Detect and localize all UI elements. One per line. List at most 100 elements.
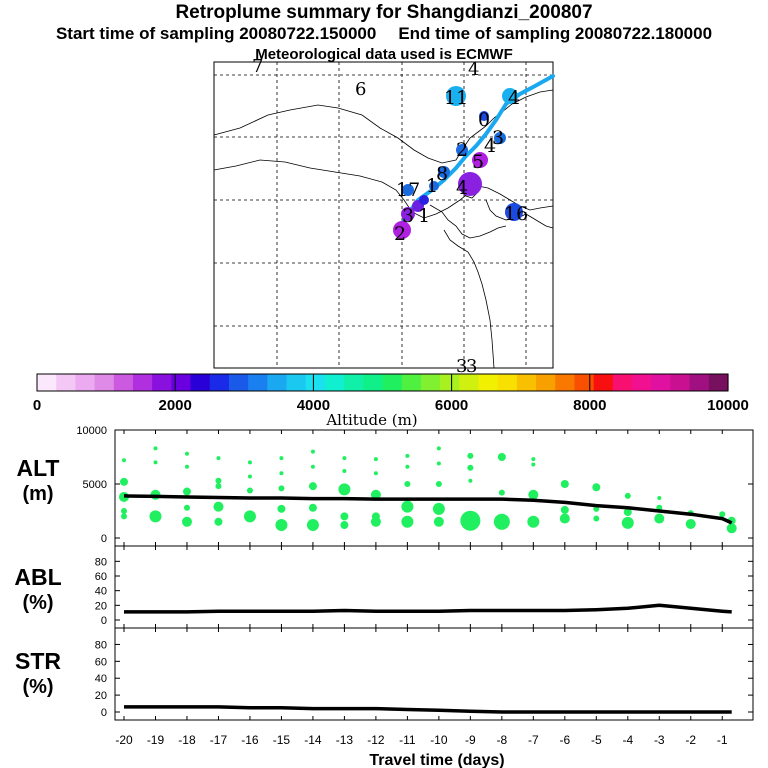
trajectory-marker bbox=[494, 132, 506, 144]
altitude-point bbox=[621, 516, 634, 529]
altitude-point bbox=[184, 464, 189, 469]
altitude-point bbox=[623, 508, 632, 517]
colorbar-cell bbox=[478, 374, 499, 391]
altitude-point bbox=[528, 489, 539, 500]
map-day-label: 2 bbox=[394, 223, 406, 245]
panel-frame bbox=[114, 545, 754, 629]
altitude-point bbox=[559, 513, 570, 524]
trajectory-markers bbox=[393, 86, 523, 239]
map-day-label: 3 bbox=[402, 205, 414, 227]
colorbar-cell bbox=[516, 374, 537, 391]
abl-panel: 0 20 40 60 80 bbox=[95, 545, 754, 629]
map-day-label: 1 bbox=[418, 205, 430, 227]
colorbar-frame bbox=[36, 373, 729, 392]
altitude-point bbox=[373, 457, 378, 462]
colorbar-cell bbox=[152, 374, 172, 391]
x-tick-label: -5 bbox=[591, 733, 602, 747]
altitude-point bbox=[243, 510, 256, 523]
x-tick-label: -7 bbox=[528, 733, 539, 747]
altitude-point bbox=[370, 489, 381, 500]
trajectory-marker bbox=[419, 195, 429, 205]
x-tick-label: -3 bbox=[654, 733, 665, 747]
altitude-point bbox=[685, 518, 696, 529]
grid-label: 4 bbox=[468, 59, 479, 80]
alt-unit-label: (m) bbox=[22, 483, 53, 505]
altitude-point bbox=[654, 513, 665, 524]
altitude-colorbar: 0 2000 4000 6000 8000 10000 Altitude (m) bbox=[33, 373, 749, 429]
altitude-point bbox=[460, 510, 481, 531]
trajectory-marker bbox=[502, 88, 518, 104]
colorbar-tick-label: 4000 bbox=[297, 397, 330, 414]
colorbar-cell bbox=[497, 374, 518, 391]
colorbar-cell bbox=[536, 374, 556, 391]
map-day-label: 8 bbox=[436, 163, 448, 185]
met-data-label: Meteorological data used is ECMWF bbox=[255, 46, 513, 63]
altitude-point bbox=[278, 485, 285, 492]
x-tick-label: -19 bbox=[147, 733, 165, 747]
y-tick-label: 60 bbox=[95, 571, 107, 583]
map-day-label: 5 bbox=[472, 151, 484, 173]
colorbar-cell bbox=[689, 374, 710, 391]
colorbar-cell bbox=[209, 374, 230, 391]
colorbar-cell bbox=[555, 374, 576, 391]
abl-label: ABL bbox=[14, 564, 61, 590]
colorbar-title: Altitude (m) bbox=[325, 411, 417, 429]
altitude-point bbox=[531, 457, 536, 462]
colorbar-cell bbox=[632, 374, 652, 391]
map-day-label: 17 bbox=[396, 179, 420, 201]
colorbar-cell bbox=[171, 374, 192, 391]
colorbar-cell bbox=[574, 374, 595, 391]
altitude-point bbox=[121, 508, 127, 514]
altitude-point bbox=[277, 504, 286, 513]
altitude-point bbox=[120, 477, 128, 486]
trajectory-marker bbox=[401, 207, 415, 221]
x-tick-label: -8 bbox=[497, 733, 508, 747]
y-tick-label: 60 bbox=[95, 656, 107, 668]
altitude-point bbox=[306, 519, 319, 532]
map-day-label: 4 bbox=[456, 177, 468, 199]
str-label: STR bbox=[15, 648, 61, 674]
altitude-point bbox=[247, 474, 252, 479]
colorbar-tick-label: 2000 bbox=[159, 397, 192, 414]
colorbar-cell bbox=[248, 374, 268, 391]
altitude-point bbox=[493, 513, 510, 530]
altitude-point bbox=[560, 480, 569, 488]
altitude-point bbox=[593, 515, 600, 522]
colorbar-cell bbox=[286, 374, 307, 391]
altitude-point bbox=[214, 517, 223, 526]
altitude-point bbox=[560, 505, 569, 514]
altitude-point bbox=[184, 451, 189, 456]
altitude-point bbox=[247, 460, 252, 465]
map-grid-labels: 7 4 6 3 3 bbox=[252, 56, 479, 377]
colorbar-cell bbox=[363, 374, 384, 391]
altitude-point bbox=[279, 456, 284, 461]
x-axis-title: Travel time (days) bbox=[369, 752, 504, 768]
trajectory-marker bbox=[505, 203, 523, 221]
sampling-times: Start time of sampling 20080722.150000 En… bbox=[0, 24, 768, 44]
colorbar-tick-label: 0 bbox=[33, 397, 41, 414]
altitude-point bbox=[401, 500, 414, 513]
altitude-point bbox=[181, 516, 192, 527]
colorbar-tick-label: 8000 bbox=[573, 397, 606, 414]
y-tick-label: 20 bbox=[95, 600, 107, 612]
x-tick-label: -2 bbox=[685, 733, 696, 747]
series-line bbox=[124, 603, 732, 614]
map-day-label: 2 bbox=[456, 139, 468, 161]
colorbar-cell bbox=[344, 374, 364, 391]
panel-frame bbox=[114, 627, 754, 721]
y-tick-label: 10000 bbox=[76, 425, 107, 437]
altitude-point bbox=[310, 449, 315, 454]
colorbar-cell bbox=[190, 374, 211, 391]
altitude-point bbox=[726, 523, 737, 534]
colorbar-cell bbox=[75, 374, 96, 391]
altitude-point bbox=[401, 515, 414, 528]
x-tick-label: -18 bbox=[178, 733, 196, 747]
colorbar-cell bbox=[708, 374, 729, 391]
x-tick-label: -6 bbox=[559, 733, 570, 747]
x-tick-label: -20 bbox=[115, 733, 133, 747]
altitude-point bbox=[310, 464, 315, 469]
alt-label: ALT bbox=[16, 455, 59, 481]
altitude-point bbox=[338, 483, 351, 496]
